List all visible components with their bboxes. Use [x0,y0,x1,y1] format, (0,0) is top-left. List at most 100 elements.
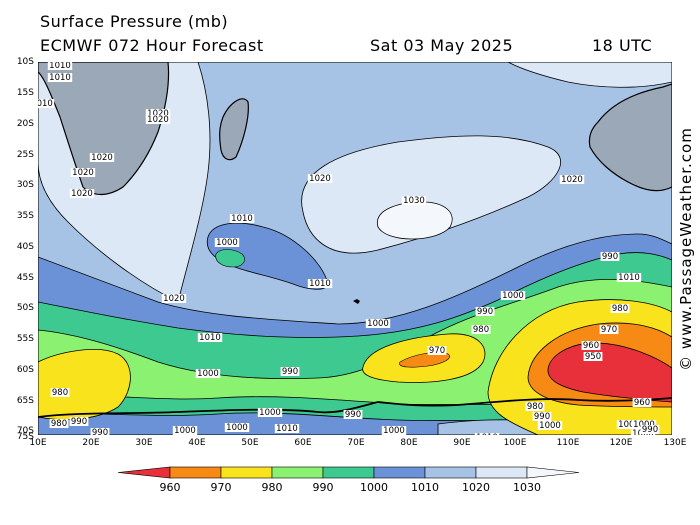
isobar-label: 1010 [231,214,253,224]
valid-date: Sat 03 May 2025 [370,36,514,55]
isobar-label: 980 [52,388,68,398]
australia-coast [588,83,672,192]
isobar-label-bg [38,99,55,108]
isobar-label-bg [427,346,447,355]
legend-label: 990 [312,481,334,494]
low-960-east [547,342,672,403]
isobar-label: 990 [92,428,108,435]
lon-label: 90E [453,438,471,448]
isobar-label: 1020 [91,153,113,163]
credit-watermark: © www.PassageWeather.com [676,62,696,435]
isobar-label-bg [343,410,363,419]
antarctica-coast [38,397,672,418]
map-title: Surface Pressure (mb) [40,12,229,31]
pressure-legend [118,466,580,479]
isobar-label: 1020 [71,189,93,199]
isobar-label: 1000 [226,423,248,433]
isobar-label: 1000 [502,291,524,301]
isobar-label: 980 [527,402,543,412]
lon-label: 20E [82,438,100,448]
isobar-label-bg [161,294,187,303]
isobar-label: 1010 [476,433,498,435]
isobar-label-bg [224,423,250,432]
legend-swatch [271,466,324,479]
isobar-label: 950 [585,352,601,362]
isobar-label: 1020 [72,168,94,178]
isobar-label-bg [610,304,630,313]
isobar-label: 1000 [383,426,405,435]
isobar-label-bg [616,420,642,429]
isobar-label: 990 [602,252,618,262]
isobar-label: 990 [477,307,493,317]
isobar-label-bg [69,417,89,426]
isobar-label-bg [307,279,333,288]
low-970-central [399,352,450,368]
isobar-label: 990 [642,425,658,435]
isobar-label-bg [581,341,601,350]
isobar-label-bg [500,291,526,300]
band-1020-1030-central [301,135,561,254]
isobar-label: 960 [583,341,599,351]
isobar-labels: 1010101010101020102010201020102010201020… [38,62,660,435]
lon-label: 30E [135,438,153,448]
lon-label: 60E [294,438,312,448]
legend-arrow-high [526,466,580,479]
isobar-label: 980 [51,419,67,429]
legend-swatch [424,466,477,479]
isobar-label-bg [280,367,300,376]
lon-label: 70E [347,438,365,448]
isobar-label-bg [365,319,391,328]
lat-label: 70S [16,426,34,436]
lon-label: 40E [188,438,206,448]
lat-label: 45S [16,273,34,283]
lat-label: 55S [16,334,34,344]
isobar-label: 1000 [539,421,561,431]
isobar-label-bg [632,398,652,407]
legend-arrow-low [118,466,171,479]
isobar-label-bg [640,425,660,434]
lat-label: 50S [16,303,34,313]
isobar-label-bg [471,325,491,334]
kerguelen-island [353,299,360,304]
isobar-label: 970 [429,346,445,356]
legend-label: 980 [261,481,283,494]
band-1020-1030-ne [507,62,672,88]
isobar-label: 1010 [309,279,331,289]
legend-swatch [220,466,273,479]
isobar-label-bg [47,62,73,70]
isobar-label: 1000 [174,426,196,435]
isobar-label-bg [172,426,198,435]
isobar-label: 1000 [259,408,281,418]
isobar-label-bg [145,109,171,118]
isobar-label-bg [69,189,95,198]
credit-text: © www.PassageWeather.com [677,126,695,371]
lon-label: 110E [556,438,580,448]
isobar-label-bg [214,238,240,247]
lat-label: 20S [16,119,34,129]
isobar-label: 1030 [403,196,425,206]
lon-label: 120E [609,438,633,448]
isobar-label: 970 [601,325,617,335]
high-1030 [377,201,453,240]
lat-label: 10S [16,57,34,67]
isobar-label: 1010 [199,333,221,343]
legend-label: 1010 [411,481,439,494]
lat-label: 60S [16,365,34,375]
lon-label: 80E [400,438,418,448]
isobar-label: 990 [345,410,361,420]
isobar-label-bg [583,352,603,361]
isobar-label-bg [47,73,73,82]
lon-label: 130E [663,438,687,448]
lat-label: 75S [16,432,34,442]
isobar-label-bg [616,273,642,282]
isobar-label: 1010 [38,99,53,109]
isobar-label: 1000 [216,238,238,248]
lat-label: 65S [16,396,34,406]
low-1000-inner [215,249,245,268]
lon-label: 10E [29,438,47,448]
isobar-label-bg [401,196,427,205]
isobar-label-bg [600,252,620,261]
pressure-map: 1010101010101020102010201020102010201020… [38,62,672,435]
isobar-label: 1000 [197,369,219,379]
model-forecast-line: ECMWF 072 Hour Forecast [40,36,264,55]
